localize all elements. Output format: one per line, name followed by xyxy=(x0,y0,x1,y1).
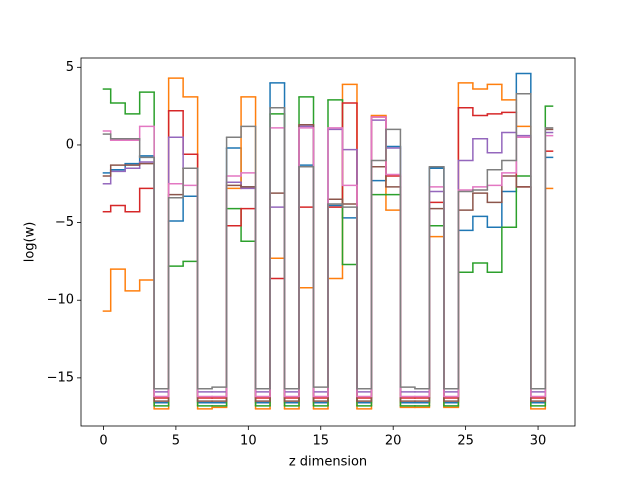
y-axis-label: log(w) xyxy=(23,222,38,263)
x-tick-label: 30 xyxy=(530,434,547,449)
x-tick-label: 15 xyxy=(312,434,329,449)
x-tick-label: 20 xyxy=(385,434,402,449)
x-tick-label: 25 xyxy=(457,434,474,449)
x-tick-label: 5 xyxy=(172,434,180,449)
x-axis-label: z dimension xyxy=(289,455,367,470)
x-tick-label: 10 xyxy=(240,434,257,449)
plot-frame xyxy=(80,57,576,427)
y-tick-label: −10 xyxy=(47,293,74,308)
y-tick-label: −5 xyxy=(55,215,74,230)
x-tick-label: 0 xyxy=(99,434,107,449)
y-tick-label: 5 xyxy=(66,60,74,75)
y-tick-label: −15 xyxy=(47,370,74,385)
y-tick-label: 0 xyxy=(66,137,74,152)
